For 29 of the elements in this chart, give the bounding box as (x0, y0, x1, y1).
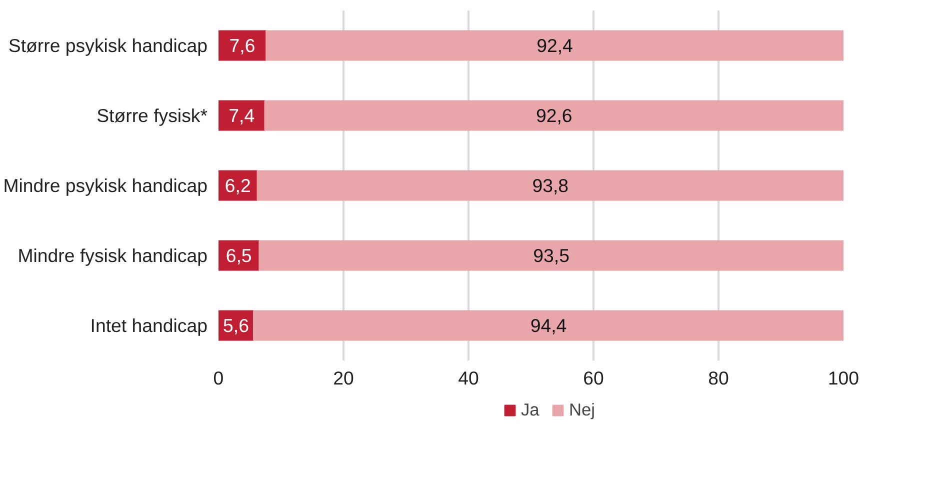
data-label: 93,5 (533, 245, 570, 266)
x-tick-label: 80 (708, 368, 729, 388)
bar (264, 100, 844, 131)
bar (258, 240, 844, 271)
bar (256, 170, 844, 201)
x-tick-label: 100 (828, 368, 860, 388)
y-tick-label: Mindre psykisk handicap (3, 175, 208, 196)
bar (253, 310, 844, 341)
data-label: 6,5 (226, 245, 252, 266)
y-tick-label: Større psykisk handicap (8, 35, 208, 56)
x-tick-label: 60 (583, 368, 604, 388)
data-label: 93,8 (532, 175, 569, 196)
data-label: 92,6 (536, 105, 572, 126)
y-tick-label: Mindre fysisk handicap (18, 245, 208, 266)
x-tick-label: 40 (458, 368, 479, 388)
data-label: 92,4 (536, 35, 573, 56)
x-tick-label: 20 (333, 368, 354, 388)
bar (218, 100, 266, 131)
data-label: 7,6 (229, 35, 256, 56)
legend-label: Ja (520, 399, 540, 420)
legend-label: Nej (568, 399, 596, 420)
data-label: 7,4 (228, 105, 255, 126)
y-tick-label: Større fysisk* (96, 105, 208, 126)
data-label: 5,6 (223, 315, 249, 336)
y-tick-label: Intet handicap (90, 315, 208, 336)
x-tick-label: 0 (213, 368, 224, 388)
bar (266, 30, 844, 61)
data-label: 94,4 (530, 315, 567, 336)
data-label: 6,2 (224, 175, 251, 196)
